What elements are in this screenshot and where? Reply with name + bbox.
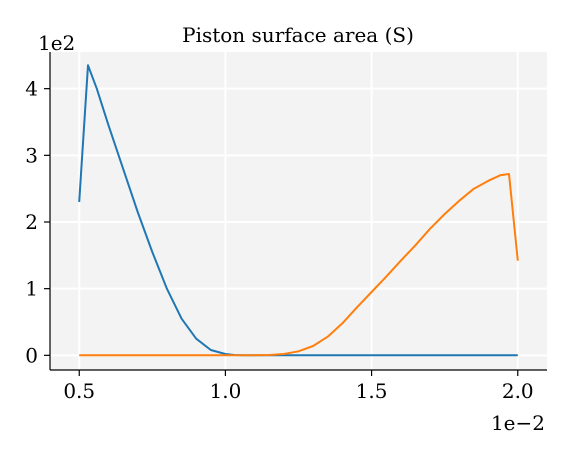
y-tick-label: 0 <box>25 343 38 367</box>
chart-title: Piston surface area (S) <box>182 23 414 47</box>
x-tick-label: 0.5 <box>63 379 95 403</box>
series-layer <box>78 64 519 357</box>
x-tick-label: 1.5 <box>356 379 388 403</box>
y-axis-multiplier: 1e2 <box>38 31 75 55</box>
x-tick-label: 2.0 <box>502 379 534 403</box>
axis-ticks: 0.5 1.0 1.5 2.0 0 1 2 3 4 <box>25 77 533 403</box>
y-tick-label: 3 <box>25 143 38 167</box>
x-axis-multiplier: 1e−2 <box>491 411 545 435</box>
y-tick-label: 1 <box>25 277 38 301</box>
series-line-1 <box>78 64 518 357</box>
series-line-2 <box>79 173 519 357</box>
plot-background <box>50 52 547 370</box>
y-tick-label: 4 <box>25 77 38 101</box>
x-tick-label: 1.0 <box>210 379 242 403</box>
y-tick-label: 2 <box>25 210 38 234</box>
